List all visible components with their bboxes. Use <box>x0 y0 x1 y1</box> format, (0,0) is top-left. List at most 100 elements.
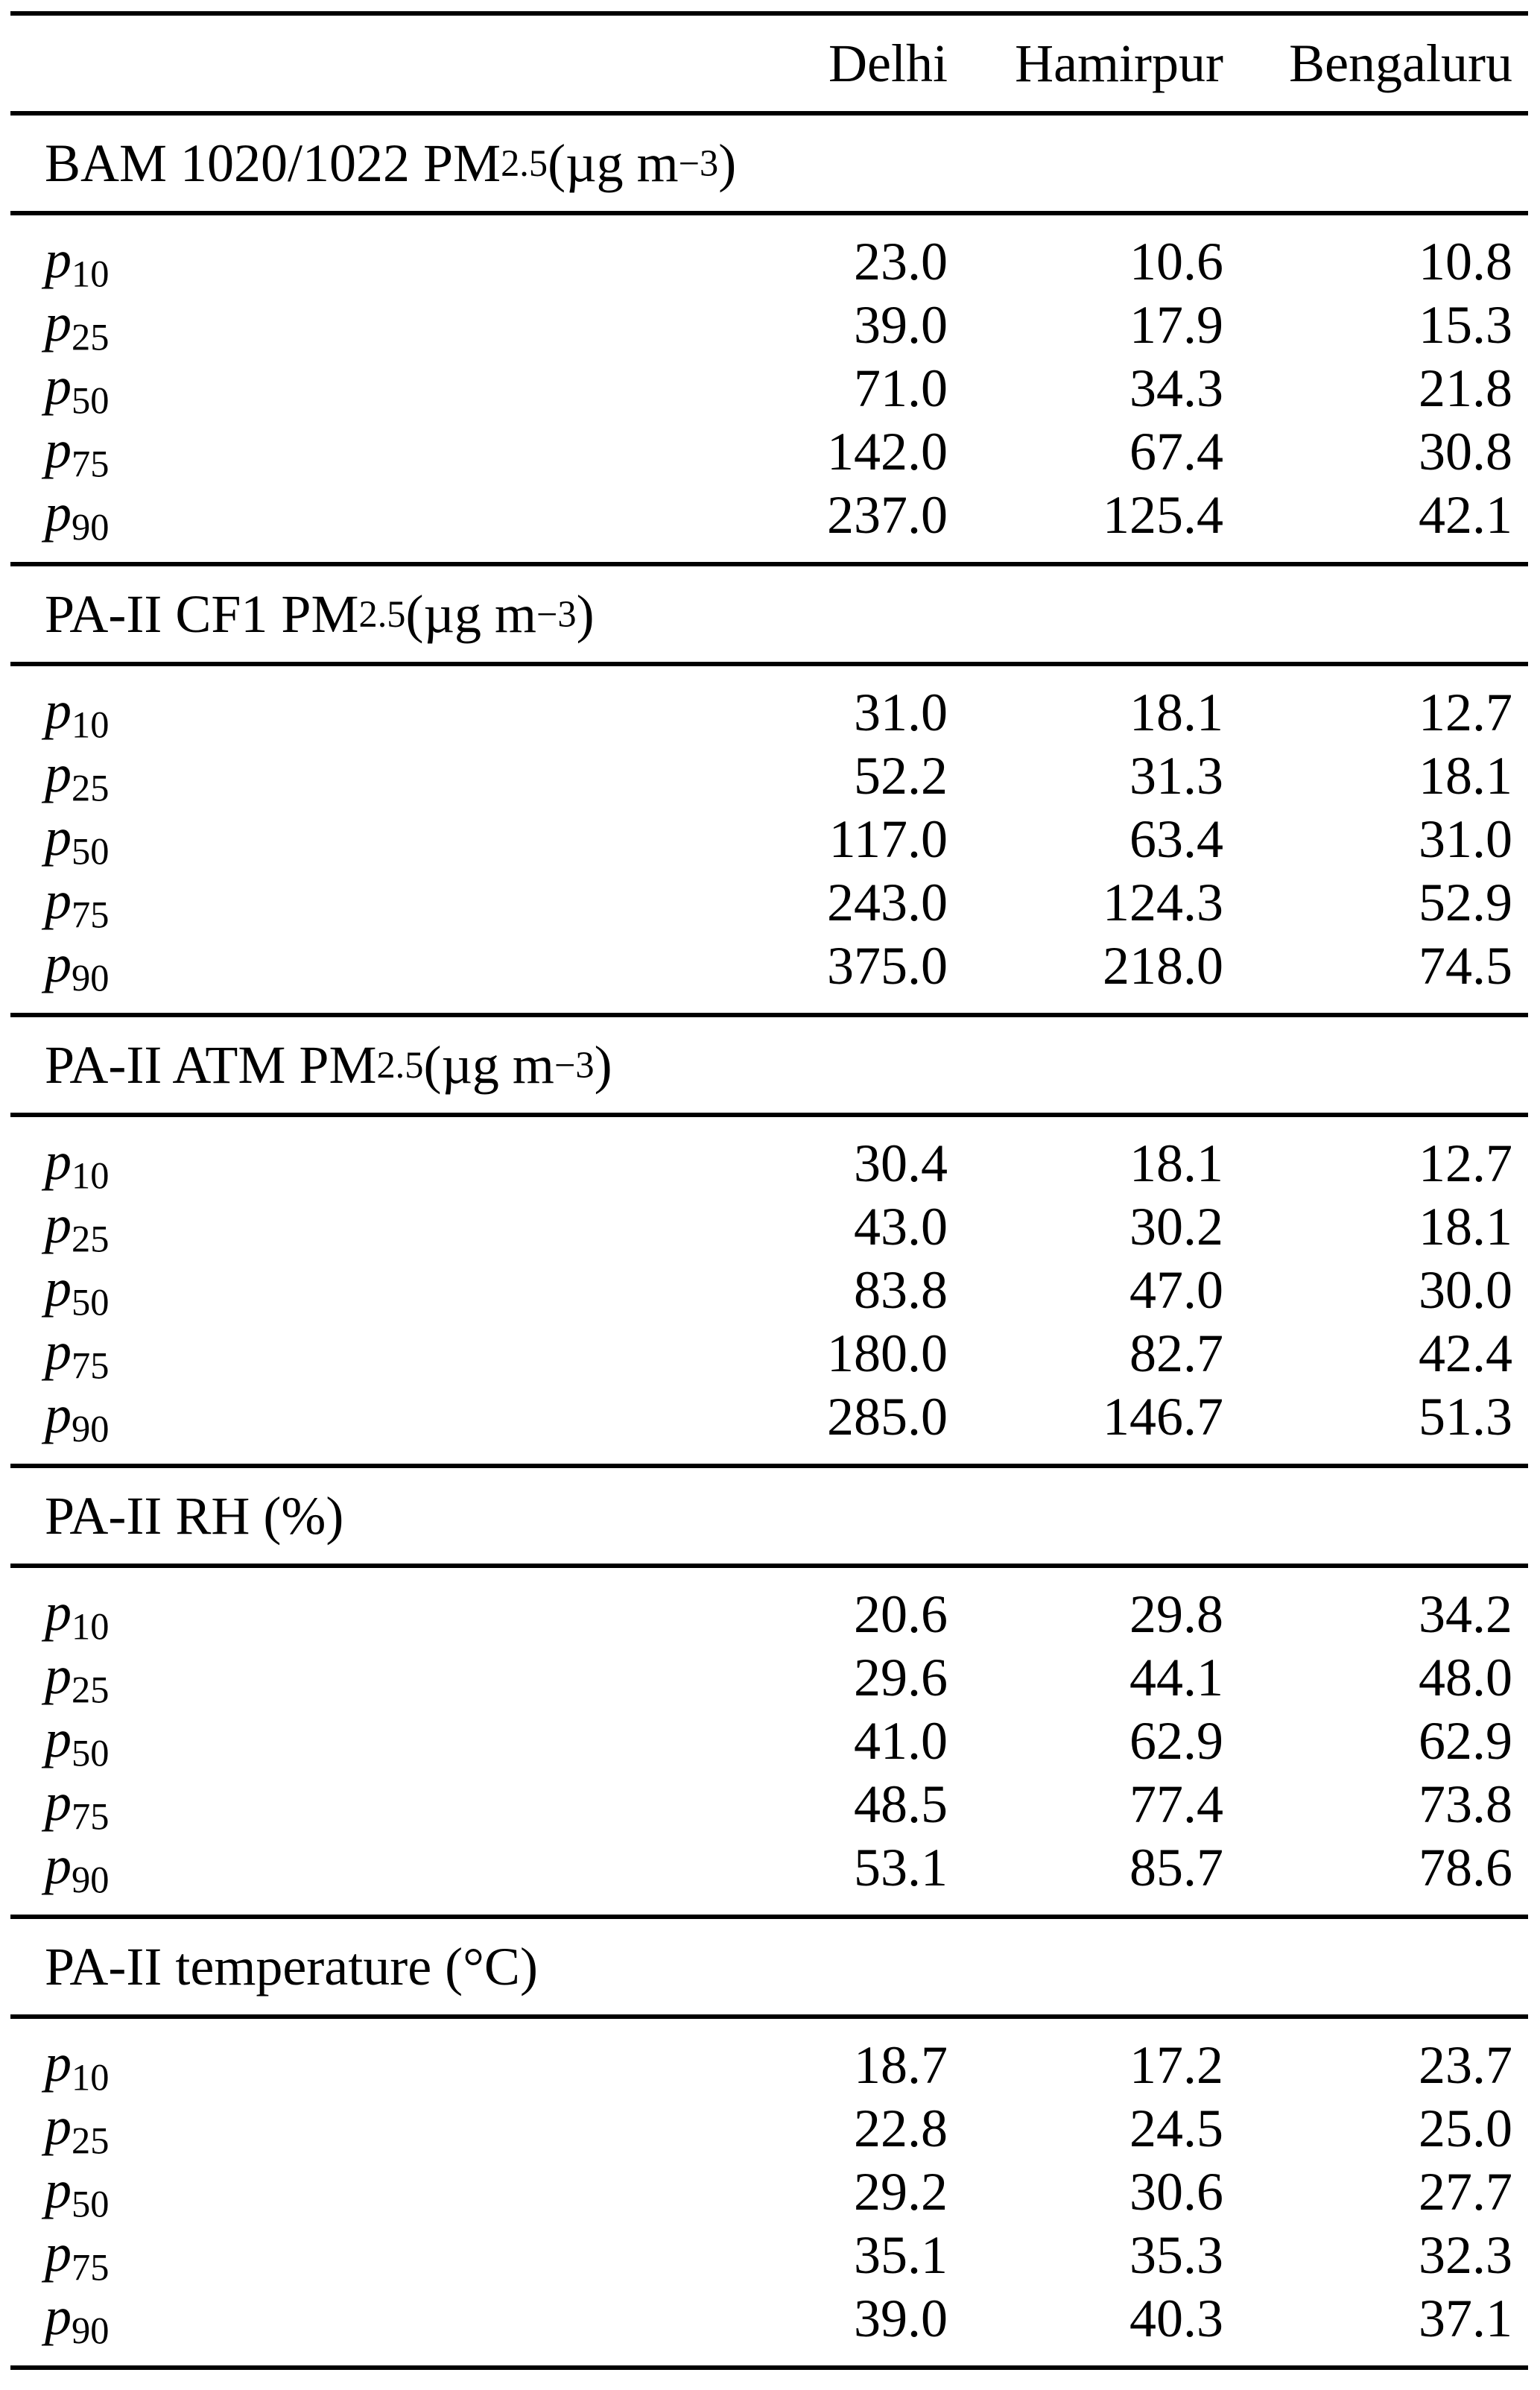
subscript-text: 75 <box>72 443 110 485</box>
value-cell-hamirpur: 17.9 <box>1129 295 1223 355</box>
value-cell-delhi: 23.0 <box>854 232 948 291</box>
value-cell-bengaluru: 31.0 <box>1419 809 1512 869</box>
row-label: p10 <box>0 2032 447 2099</box>
text-run: (µg m <box>548 133 679 193</box>
section-data-pa2-rh: p10 20.6 29.8 34.2 p25 29.6 44.1 48.0 p50 41.0 62.… <box>0 1568 1540 1915</box>
rule-below-title-pa2-temperature <box>10 2014 1528 2019</box>
subscript-text: 90 <box>72 1859 110 1901</box>
row-label: p10 <box>0 1131 447 1198</box>
value-cell-bengaluru: 15.3 <box>1419 295 1512 355</box>
text-run: ) <box>576 584 595 644</box>
row-label: p90 <box>0 2286 447 2353</box>
subscript-text: 25 <box>72 1218 110 1260</box>
row-label: p50 <box>0 1257 447 1324</box>
table-row: p25 22.8 24.5 25.0 <box>0 2096 1540 2163</box>
table-row: p75 48.5 77.4 73.8 <box>0 1772 1540 1838</box>
italic-text: p <box>45 933 72 993</box>
italic-text: p <box>45 419 72 479</box>
table-row: p90 375.0 218.0 74.5 <box>0 933 1540 999</box>
subscript-text: 10 <box>72 253 110 295</box>
top-margin <box>0 0 1540 11</box>
rule-below-data-bam-pm25 <box>10 562 1528 566</box>
row-label: p50 <box>0 806 447 873</box>
value-cell-delhi: 29.6 <box>854 1648 948 1707</box>
value-cell-delhi: 285.0 <box>827 1387 948 1447</box>
table-row: p10 18.7 17.2 23.7 <box>0 2032 1540 2099</box>
italic-text: p <box>45 680 72 740</box>
rule-below-title-pa2-cf1-pm25 <box>10 662 1528 666</box>
value-cell-hamirpur: 124.3 <box>1103 873 1223 932</box>
table-row: p90 237.0 125.4 42.1 <box>0 482 1540 549</box>
value-cell-bengaluru: 30.8 <box>1419 422 1512 481</box>
value-cell-hamirpur: 82.7 <box>1129 1324 1223 1383</box>
value-cell-bengaluru: 73.8 <box>1419 1774 1512 1834</box>
italic-text: p <box>45 1257 72 1318</box>
section-data-pa2-cf1-pm25: p10 31.0 18.1 12.7 p25 52.2 31.3 18.1 p50 117.0 63… <box>0 666 1540 1013</box>
value-cell-hamirpur: 30.2 <box>1129 1197 1223 1256</box>
table-row: p10 20.6 29.8 34.2 <box>0 1582 1540 1648</box>
table-row: p90 39.0 40.3 37.1 <box>0 2286 1540 2353</box>
text-run: ) <box>594 1034 612 1095</box>
value-cell-hamirpur: 77.4 <box>1129 1774 1223 1834</box>
text-run: PA-II temperature (°C) <box>45 1936 538 1997</box>
superscript-text: −3 <box>678 142 719 184</box>
section-data-bam-pm25: p10 23.0 10.6 10.8 p25 39.0 17.9 15.3 p50 71.0 34.… <box>0 215 1540 562</box>
section-data-pa2-atm-pm25: p10 30.4 18.1 12.7 p25 43.0 30.2 18.1 p50 83.8 47.… <box>0 1117 1540 1464</box>
row-label: p10 <box>0 229 447 296</box>
row-label: p75 <box>0 1321 447 1388</box>
value-cell-bengaluru: 30.0 <box>1419 1260 1512 1320</box>
rule-below-title-bam-pm25 <box>10 211 1528 215</box>
table-row: p90 53.1 85.7 78.6 <box>0 1835 1540 1901</box>
subscript-text: 75 <box>72 1344 110 1387</box>
subscript-text: 10 <box>72 704 110 746</box>
subscript-text: 25 <box>72 316 110 358</box>
value-cell-delhi: 71.0 <box>854 358 948 418</box>
value-cell-delhi: 83.8 <box>854 1260 948 1320</box>
value-cell-bengaluru: 23.7 <box>1419 2035 1512 2095</box>
value-cell-hamirpur: 44.1 <box>1129 1648 1223 1707</box>
text-run: PA-II ATM PM <box>45 1034 377 1095</box>
italic-text: p <box>45 355 72 416</box>
value-cell-bengaluru: 78.6 <box>1419 1838 1512 1897</box>
value-cell-delhi: 52.2 <box>854 746 948 806</box>
table-row: p75 35.1 35.3 32.3 <box>0 2222 1540 2289</box>
value-cell-hamirpur: 35.3 <box>1129 2225 1223 2285</box>
section-title-bam-pm25: BAM 1020/1022 PM 2.5 (µg m −3) <box>0 116 1540 211</box>
value-cell-bengaluru: 25.0 <box>1419 2099 1512 2158</box>
value-cell-bengaluru: 37.1 <box>1419 2289 1512 2348</box>
subscript-text: 90 <box>72 506 110 549</box>
row-label: p50 <box>0 1708 447 1775</box>
subscript-text: 50 <box>72 1281 110 1324</box>
value-cell-hamirpur: 18.1 <box>1129 683 1223 742</box>
italic-text: p <box>45 1194 72 1254</box>
table-row: p90 285.0 146.7 51.3 <box>0 1385 1540 1450</box>
value-cell-bengaluru: 52.9 <box>1419 873 1512 932</box>
value-cell-delhi: 29.2 <box>854 2162 948 2222</box>
value-cell-bengaluru: 34.2 <box>1419 1584 1512 1644</box>
italic-text: p <box>45 482 72 543</box>
value-cell-delhi: 180.0 <box>827 1324 948 1383</box>
table-top-rule <box>10 11 1528 16</box>
value-cell-delhi: 39.0 <box>854 2289 948 2348</box>
table-row: p50 29.2 30.6 27.7 <box>0 2160 1540 2225</box>
value-cell-bengaluru: 12.7 <box>1419 683 1512 742</box>
subscript-text: 50 <box>72 1732 110 1774</box>
section-title-pa2-cf1-pm25: PA-II CF1 PM 2.5 (µg m −3) <box>0 566 1540 662</box>
value-cell-bengaluru: 12.7 <box>1419 1134 1512 1193</box>
value-cell-delhi: 43.0 <box>854 1197 948 1256</box>
italic-text: p <box>45 1835 72 1895</box>
rule-below-data-pa2-rh <box>10 1915 1528 1919</box>
table-row: p25 39.0 17.9 15.3 <box>0 293 1540 358</box>
italic-text: p <box>45 2222 72 2283</box>
value-cell-hamirpur: 40.3 <box>1129 2289 1223 2348</box>
table-row: p50 41.0 62.9 62.9 <box>0 1708 1540 1775</box>
text-run: (µg m <box>423 1034 554 1095</box>
row-label: p50 <box>0 355 447 423</box>
value-cell-hamirpur: 85.7 <box>1129 1838 1223 1897</box>
row-label: p25 <box>0 2096 447 2163</box>
subscript-text: 50 <box>72 830 110 873</box>
table-body: BAM 1020/1022 PM 2.5 (µg m −3) p10 23.0 10.6 1… <box>0 116 1540 2370</box>
table-row: p25 29.6 44.1 48.0 <box>0 1646 1540 1711</box>
italic-text: p <box>45 229 72 289</box>
